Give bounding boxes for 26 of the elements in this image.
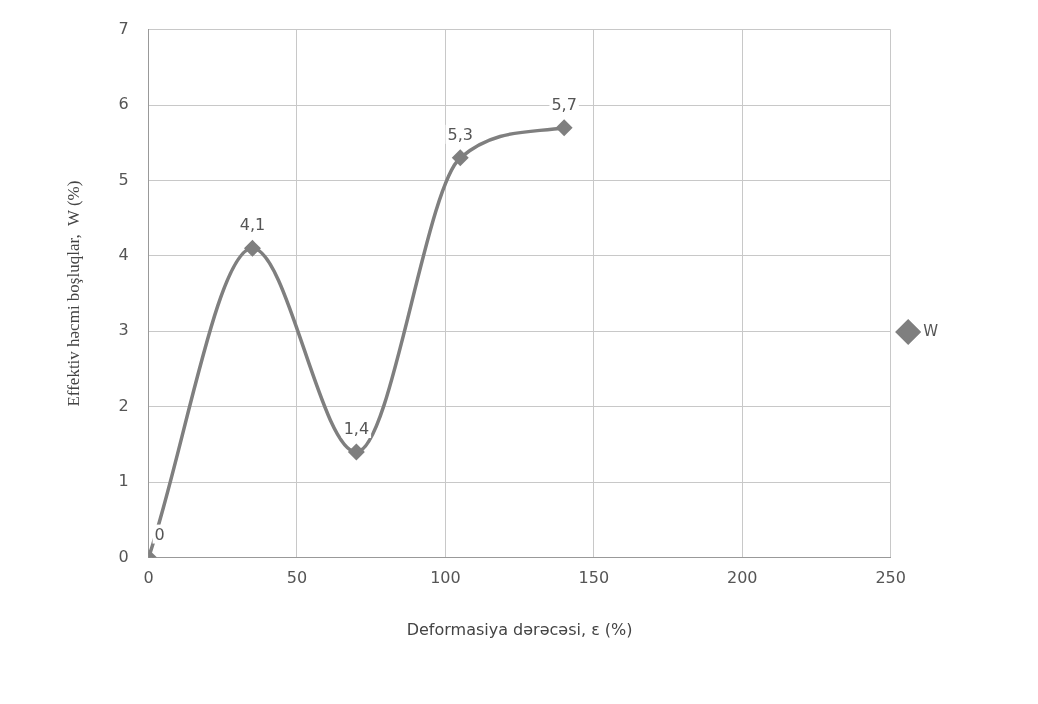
point [556, 119, 572, 136]
data-label: 0 [154, 524, 165, 544]
legend-label: W [923, 321, 939, 340]
point [244, 240, 261, 257]
x-axis-title: Deformasiya dərəcəsi, ε (%) [406, 619, 633, 639]
x-tick-label: 200 [726, 568, 758, 588]
x-tick-label: 100 [430, 568, 461, 588]
data-label: 5,7 [551, 94, 577, 114]
point [348, 444, 365, 460]
data-label: 4,1 [239, 215, 266, 235]
y-tick-label: 0 [118, 546, 129, 566]
x-tick-label: 50 [286, 568, 308, 588]
x-tick-label: 0 [143, 568, 154, 588]
point [452, 150, 469, 166]
y-axis-title: Effektiv həcmi boşluqlar, W (%) [63, 180, 83, 407]
y-tick-label: 3 [118, 320, 129, 340]
y-tick-label: 7 [118, 18, 129, 38]
y-tick-label: 5 [118, 169, 129, 189]
data-label: 5,3 [447, 124, 473, 144]
data-label: 1,4 [343, 419, 370, 439]
y-tick-label: 1 [118, 471, 129, 491]
y-tick-label: 6 [118, 94, 129, 114]
y-tick-label: 4 [118, 245, 129, 265]
y-tick-label: 2 [118, 395, 129, 415]
x-tick-label: 150 [578, 568, 610, 588]
x-tick-label: 250 [875, 568, 906, 588]
